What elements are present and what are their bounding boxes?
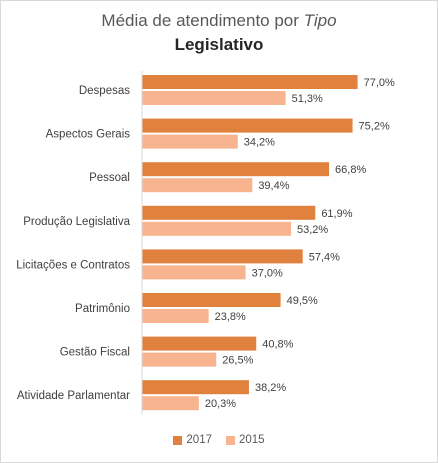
category-label: Despesas <box>79 85 130 97</box>
data-label-2017: 75,2% <box>359 121 390 133</box>
category-label: Aspectos Gerais <box>46 129 131 141</box>
category-label: Patrimônio <box>75 303 130 315</box>
bar-2015 <box>142 91 286 105</box>
legend-swatch-2015 <box>226 435 235 445</box>
data-label-2017: 38,2% <box>255 382 286 394</box>
bar-2017 <box>142 118 353 133</box>
data-label-2015: 26,5% <box>222 355 253 367</box>
category-label: Gestão Fiscal <box>60 347 130 359</box>
data-label-2015: 51,3% <box>292 93 323 105</box>
category-label: Pessoal <box>89 172 130 184</box>
bar-2017 <box>142 249 303 264</box>
bar-2015 <box>142 221 291 236</box>
category-label: Produção Legislativa <box>23 216 130 228</box>
bar-2017 <box>142 205 316 220</box>
data-label-2017: 40,8% <box>262 339 293 351</box>
data-label-2015: 39,4% <box>258 180 289 192</box>
legend-item-2017: 2017 <box>173 434 212 446</box>
data-label-2017: 57,4% <box>309 251 340 263</box>
bar-2015 <box>142 178 253 193</box>
bar-2017 <box>142 75 358 89</box>
bar-2015 <box>142 352 217 367</box>
category-label: Licitações e Contratos <box>16 259 130 271</box>
data-label-2015: 20,3% <box>205 398 236 410</box>
data-label-2015: 53,2% <box>297 224 328 236</box>
data-label-2017: 49,5% <box>287 295 318 307</box>
data-label-2017: 66,8% <box>335 164 366 176</box>
category-label: Atividade Parlamentar <box>17 390 130 402</box>
chart-title-prefix: Média de atendimento por <box>101 11 299 30</box>
bar-2015 <box>142 309 209 323</box>
bar-2015 <box>142 396 199 411</box>
data-label-2017: 61,9% <box>321 208 352 220</box>
data-label-2015: 34,2% <box>244 137 275 149</box>
chart-title-italic: Tipo <box>303 11 337 30</box>
legend-label-2017: 2017 <box>186 434 212 446</box>
legend-item-2015: 2015 <box>226 434 265 446</box>
data-label-2015: 37,0% <box>252 267 283 279</box>
chart-subtitle: Legislativo <box>174 35 264 54</box>
bar-2017 <box>142 162 330 177</box>
chart-title: Média de atendimento por Tipo <box>0 10 438 32</box>
bar-2015 <box>142 265 246 280</box>
legend-swatch-2017 <box>173 435 183 445</box>
bar-2017 <box>142 293 281 307</box>
bar-2015 <box>142 134 238 149</box>
bar-2017 <box>142 336 257 351</box>
data-label-2017: 77,0% <box>364 77 395 89</box>
bar-2017 <box>142 380 249 395</box>
chart-legend: 2017 2015 <box>0 434 438 446</box>
legend-label-2015: 2015 <box>239 434 265 446</box>
data-label-2015: 23,8% <box>215 311 246 323</box>
